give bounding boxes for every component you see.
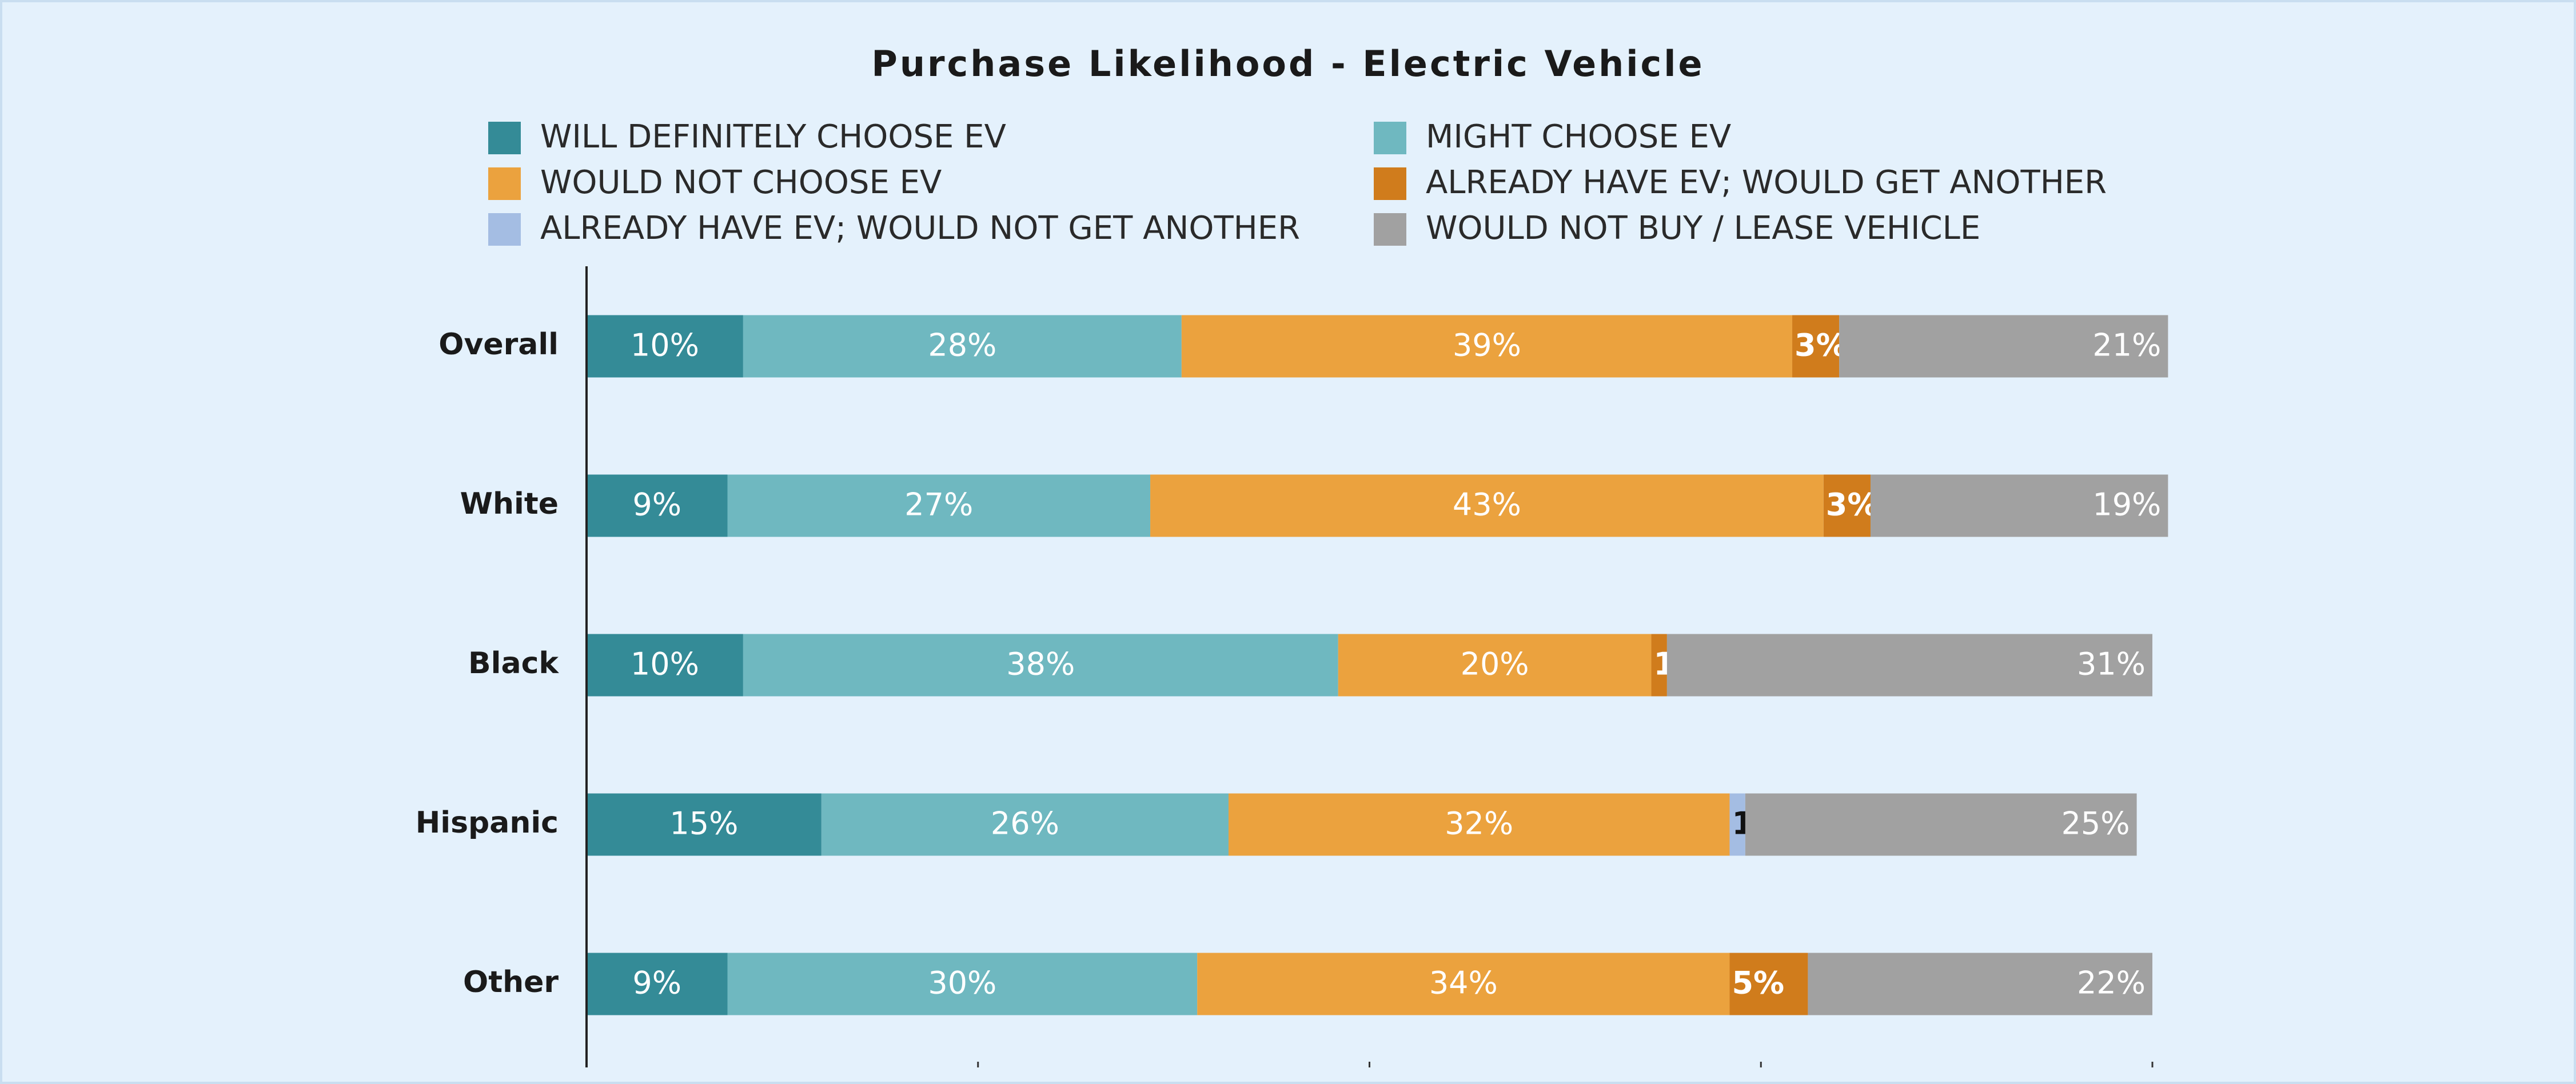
value-label: 34% (1429, 965, 1498, 1001)
bar-segment (1839, 315, 2168, 378)
legend-label: WOULD NOT BUY / LEASE VEHICLE (1426, 210, 1980, 247)
bar-segment (1181, 315, 1793, 378)
bar-segment (587, 793, 822, 856)
value-label: 21% (2092, 327, 2161, 363)
bar-segment (821, 793, 1229, 856)
bar-segment (1666, 634, 2152, 697)
value-label: 27% (904, 487, 973, 523)
category-label: Overall (438, 327, 559, 362)
value-label: 39% (1453, 327, 1521, 363)
value-label: 15% (669, 806, 738, 842)
value-label: 22% (2077, 965, 2146, 1001)
value-label: 20% (1461, 646, 1529, 682)
bar-segment (1338, 634, 1652, 697)
bar-segment (1228, 793, 1730, 856)
bar-segment (587, 953, 728, 1015)
bar-segment (1745, 793, 2137, 856)
value-label: 3% (1826, 487, 1879, 523)
bar-segment (1651, 634, 1667, 697)
legend-swatch (488, 122, 521, 154)
value-label: 10% (631, 646, 699, 682)
value-label: 28% (928, 327, 996, 363)
legend-swatch (488, 167, 521, 200)
legend-swatch (1374, 213, 1406, 246)
bar-segment (743, 315, 1182, 378)
value-label: 30% (928, 965, 996, 1001)
bar-segment (1823, 474, 1871, 537)
legend-label: ALREADY HAVE EV; WOULD NOT GET ANOTHER (540, 210, 1300, 247)
category-label: Hispanic (416, 806, 559, 840)
bar-segment (1792, 315, 1840, 378)
legend-swatch (1374, 167, 1406, 200)
bar-segment (1870, 474, 2168, 537)
category-label: Other (463, 965, 559, 999)
value-label: 31% (2077, 646, 2146, 682)
bar-segment (1729, 953, 1808, 1015)
bar-segment (1197, 953, 1730, 1015)
legend-swatch (1374, 122, 1406, 154)
value-label: 32% (1445, 806, 1513, 842)
legend-label: ALREADY HAVE EV; WOULD GET ANOTHER (1426, 164, 2107, 201)
chart-title: Purchase Likelihood - Electric Vehicle (871, 43, 1704, 85)
legend-label: WILL DEFINITELY CHOOSE EV (540, 118, 1006, 155)
bar-segment (727, 474, 1151, 537)
bar-segment (1150, 474, 1824, 537)
bar-segment (1808, 953, 2152, 1015)
bar-segment (587, 474, 728, 537)
value-label: 25% (2061, 806, 2130, 842)
value-label: 19% (2092, 487, 2161, 523)
bar-segment (1729, 793, 1745, 856)
value-label: 9% (632, 965, 681, 1001)
category-label: Black (468, 646, 559, 681)
value-label: 10% (631, 327, 699, 363)
legend-label: MIGHT CHOOSE EV (1426, 118, 1731, 155)
category-label: White (460, 487, 559, 521)
value-label: 3% (1795, 327, 1847, 363)
bar-segment (587, 634, 743, 697)
value-label: 5% (1732, 965, 1784, 1001)
value-label: 9% (632, 487, 681, 523)
value-label: 26% (991, 806, 1059, 842)
value-label: 38% (1006, 646, 1075, 682)
bar-segment (727, 953, 1198, 1015)
value-label: 43% (1453, 487, 1521, 523)
bar-segment (587, 315, 743, 378)
legend-swatch (488, 213, 521, 246)
legend-label: WOULD NOT CHOOSE EV (540, 164, 942, 201)
bar-segment (743, 634, 1338, 697)
